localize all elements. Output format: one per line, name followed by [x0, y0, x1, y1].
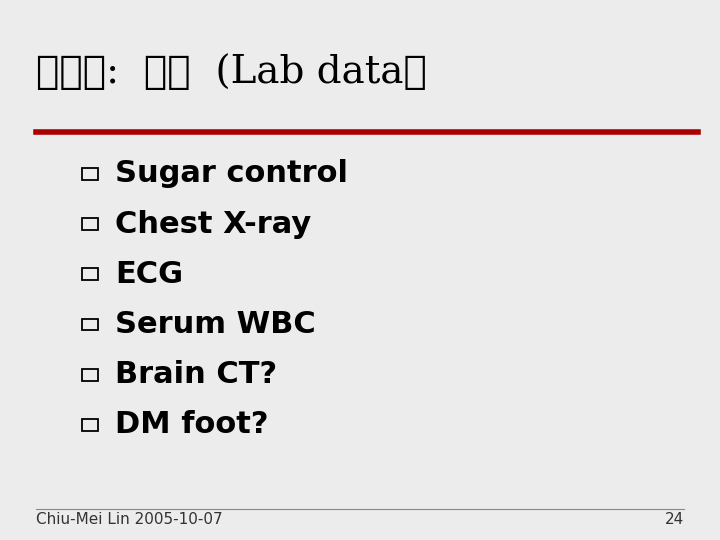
Text: Chiu-Mei Lin 2005-10-07: Chiu-Mei Lin 2005-10-07: [36, 512, 222, 527]
Text: 24: 24: [665, 512, 684, 527]
Text: Serum WBC: Serum WBC: [115, 310, 316, 339]
Text: Chest X-ray: Chest X-ray: [115, 210, 312, 239]
Text: Brain CT?: Brain CT?: [115, 360, 277, 389]
Text: 病例二:  檢查  (Lab data）: 病例二: 檢查 (Lab data）: [36, 54, 427, 91]
Text: ECG: ECG: [115, 260, 184, 289]
Text: Sugar control: Sugar control: [115, 159, 348, 188]
Text: DM foot?: DM foot?: [115, 410, 269, 440]
